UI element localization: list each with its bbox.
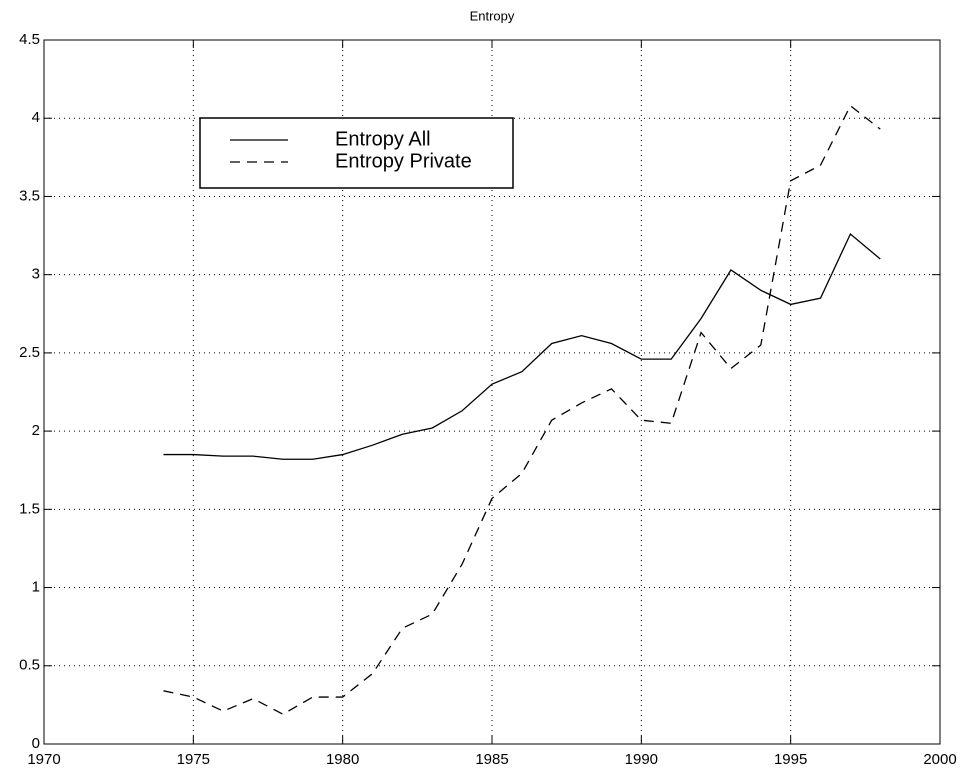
legend-label: Entropy All <box>335 128 431 150</box>
series-line <box>163 232 881 460</box>
y-tick-label: 4.5 <box>19 31 40 48</box>
x-tick-label: 1975 <box>177 751 210 768</box>
x-tick-label: 1985 <box>475 751 508 768</box>
plot-frame <box>43 39 941 745</box>
legend-label: Entropy Private <box>335 150 472 172</box>
y-tick-label: 1.5 <box>19 500 40 517</box>
y-tick-label: 3 <box>32 266 40 283</box>
y-tick-label: 4 <box>32 109 40 126</box>
x-tick-label: 1995 <box>774 751 807 768</box>
x-tick-label: 1970 <box>27 751 60 768</box>
legend-box <box>199 117 514 189</box>
y-tick-label: 2 <box>32 422 40 439</box>
x-tick-label: 1980 <box>326 751 359 768</box>
y-tick-label: 0.5 <box>19 657 40 674</box>
series-line <box>163 104 881 716</box>
y-tick-label: 2.5 <box>19 344 40 361</box>
y-tick-label: 0 <box>32 735 40 752</box>
x-tick-label: 1990 <box>625 751 658 768</box>
chart-title: Entropy <box>470 8 515 23</box>
x-tick-label: 2000 <box>923 751 956 768</box>
y-tick-label: 1 <box>32 579 40 596</box>
y-tick-label: 3.5 <box>19 187 40 204</box>
